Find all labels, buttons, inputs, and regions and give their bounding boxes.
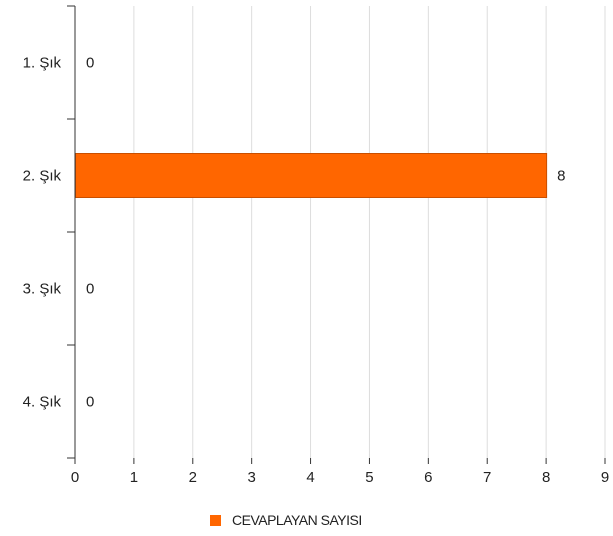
x-tick-label: 6 <box>424 469 432 486</box>
x-tick-label: 4 <box>306 469 314 486</box>
x-tick-label: 2 <box>189 469 197 486</box>
labels: 0 1 2 3 4 5 6 7 8 9 1. Şık 0 2. Şık 8 3. Şık 0 4. Şık 0 <box>23 55 610 487</box>
y-tick-label: 3. Şık <box>23 281 62 298</box>
axes <box>67 5 606 464</box>
data-label: 8 <box>557 168 565 185</box>
grid-lines <box>133 6 606 458</box>
legend-swatch <box>210 515 221 526</box>
y-tick-label: 2. Şık <box>23 168 62 185</box>
x-tick-label: 7 <box>483 469 491 486</box>
x-tick-label: 8 <box>542 469 550 486</box>
x-tick-label: 9 <box>601 469 609 486</box>
x-tick-label: 1 <box>130 469 138 486</box>
legend: CEVAPLAYAN SAYISI <box>210 512 362 528</box>
data-label: 0 <box>86 281 94 298</box>
y-tick-label: 1. Şık <box>23 55 62 72</box>
x-tick-label: 3 <box>247 469 255 486</box>
x-tick-label: 5 <box>365 469 373 486</box>
bars <box>75 153 548 198</box>
y-tick-label: 4. Şık <box>23 394 62 411</box>
x-tick-label: 0 <box>71 469 79 486</box>
bar-2 <box>75 153 548 198</box>
data-label: 0 <box>86 394 94 411</box>
legend-label: CEVAPLAYAN SAYISI <box>232 512 362 528</box>
data-label: 0 <box>86 55 94 72</box>
